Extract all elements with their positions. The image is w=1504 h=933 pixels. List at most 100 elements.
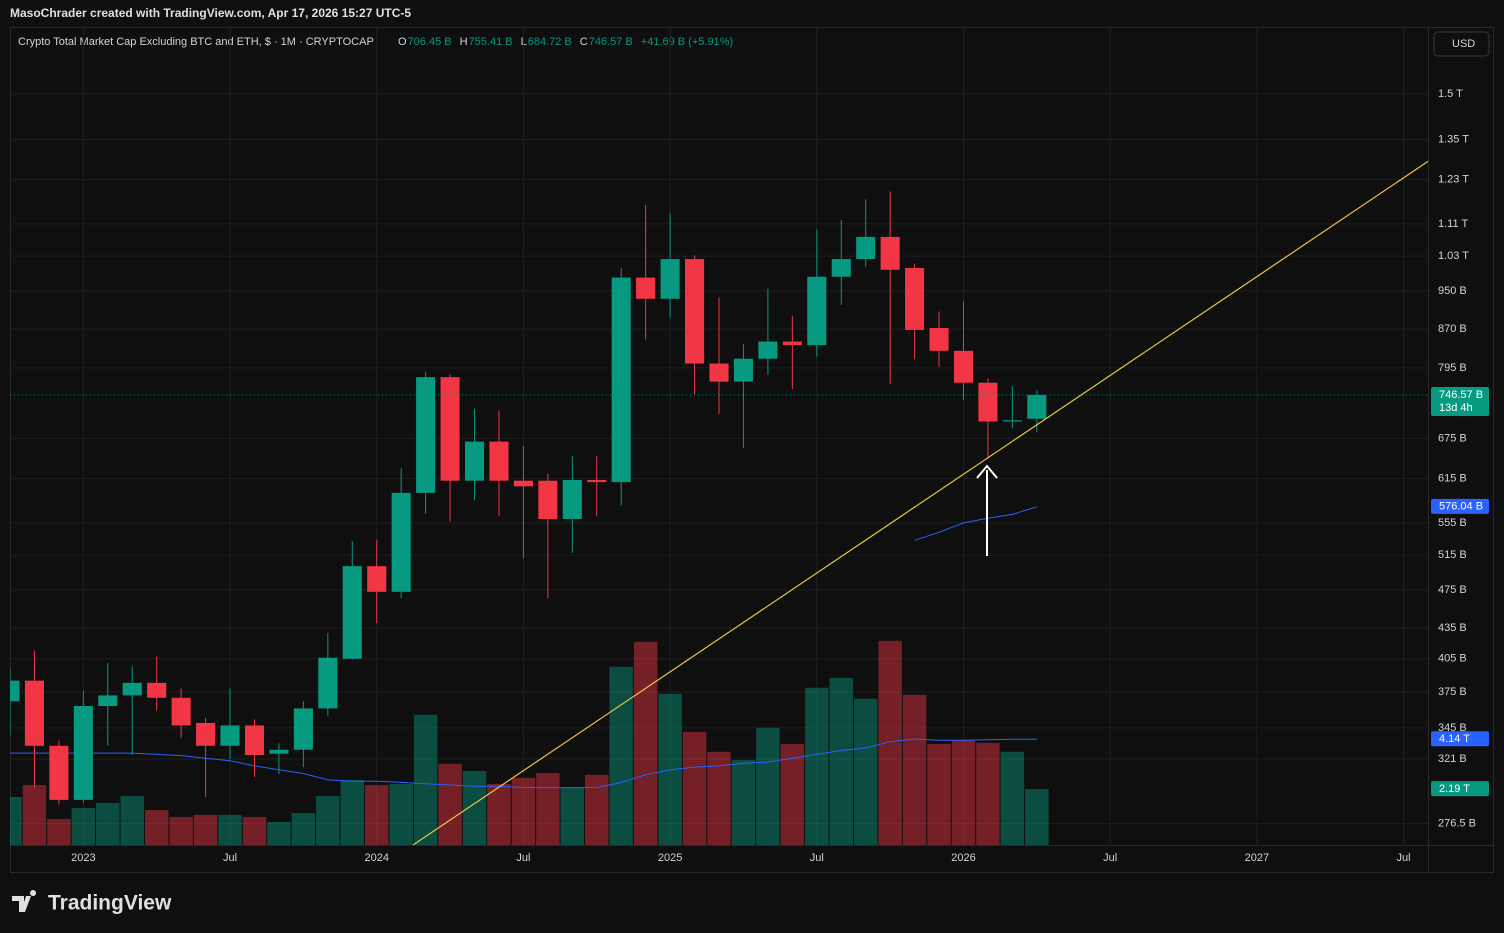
chart-title: Crypto Total Market Cap Excluding BTC an…: [18, 36, 374, 48]
volume-bar: [193, 814, 218, 845]
volume-bar: [951, 739, 976, 845]
volume-bar: [805, 687, 829, 845]
candle-body: [98, 695, 118, 706]
volume-bar: [976, 742, 1000, 845]
x-tick-label: 2026: [951, 852, 975, 864]
x-tick-label: 2025: [658, 852, 682, 864]
y-tick-label: 1.5 T: [1438, 88, 1463, 100]
legend-value: 684.72 B: [528, 36, 572, 48]
axes: 1.5 T 1.35 T 1.23 T 1.11 T 1.03 T 950 B 870 B 7…: [71, 88, 1489, 864]
candle-body: [269, 749, 289, 754]
currency-button-label[interactable]: USD: [1452, 38, 1475, 50]
y-tick-label: 615 B: [1438, 472, 1467, 484]
volume-bar: [536, 773, 560, 845]
candle-body: [10, 680, 20, 702]
drawings: [412, 160, 1428, 845]
attribution: MasoChrader created with TradingView.com…: [10, 6, 411, 20]
volume-bar: [609, 666, 633, 845]
candle-body: [953, 350, 974, 383]
candle-body: [782, 341, 802, 346]
y-tick-label: 795 B: [1438, 362, 1467, 374]
volume-bar: [853, 698, 878, 845]
legend-value: 706.45 B: [408, 36, 452, 48]
volume-bar: [585, 774, 609, 845]
volume-bar: [438, 763, 462, 845]
volume-bar: [707, 751, 731, 845]
volume-bar: [462, 770, 487, 845]
x-tick-label: Jul: [223, 852, 237, 864]
candle-body: [391, 492, 411, 592]
volume-bar: [340, 779, 364, 845]
y-tick-label: 515 B: [1438, 549, 1467, 561]
volume-bar: [780, 743, 805, 845]
legend-key: H: [460, 36, 468, 48]
candle-body: [831, 259, 851, 277]
grid: [10, 28, 1428, 845]
candle-body: [49, 745, 69, 800]
x-tick-label: Jul: [516, 852, 530, 864]
candle-body: [244, 725, 265, 756]
candle-body: [416, 377, 436, 493]
candle-body: [636, 277, 656, 299]
candle-body: [611, 277, 631, 483]
logo-mark: [12, 890, 37, 912]
volume-bar: [927, 743, 951, 845]
y-tick-label: 870 B: [1438, 323, 1467, 335]
legend-change: +41.69 B (+5.91%): [641, 36, 733, 48]
moving-average-label: 576.04 B: [1439, 501, 1483, 513]
volume-bar: [682, 731, 707, 845]
volume-bar: [96, 802, 120, 845]
volume-bar: [242, 816, 267, 845]
volume-bar: [878, 640, 902, 845]
candle-body: [171, 697, 191, 726]
y-tick-label: 1.11 T: [1438, 218, 1468, 230]
volume-bar: [731, 759, 756, 845]
legend-value: 746.57 B: [589, 36, 633, 48]
volume-bar: [365, 785, 389, 845]
volume-pane: [10, 640, 1049, 845]
candle-body: [733, 358, 753, 382]
x-tick-label: 2027: [1245, 852, 1269, 864]
moving-average-line: [914, 506, 1037, 541]
volume-bar: [144, 810, 169, 845]
volume-bar: [22, 785, 47, 845]
candle-body: [318, 657, 338, 709]
volume-bar: [511, 777, 536, 845]
volume-label: 2.19 T: [1439, 783, 1470, 795]
candle-body: [929, 327, 949, 351]
volume-bar: [487, 783, 511, 845]
countdown-label: 13d 4h: [1439, 402, 1473, 414]
legend-value: 755.41 B: [469, 36, 513, 48]
volume-bar: [1025, 789, 1049, 845]
volume-bar: [169, 816, 193, 845]
volume-bar: [829, 677, 853, 845]
candle-body: [562, 479, 582, 519]
volume-ma-line: [10, 738, 1037, 789]
currency-button[interactable]: [1433, 31, 1490, 57]
legend-key: O: [398, 36, 407, 48]
candle-body: [196, 722, 216, 746]
candle-body: [856, 236, 876, 260]
volume-bar: [389, 783, 413, 845]
candle-body: [758, 341, 778, 359]
volume-ma-box: [1431, 731, 1489, 747]
candle-body: [293, 708, 313, 750]
y-tick-label: 405 B: [1438, 653, 1467, 665]
trend-line: [412, 160, 1428, 845]
y-tick-label: 321 B: [1438, 753, 1467, 765]
volume-bar: [902, 694, 927, 845]
candle-body: [513, 480, 533, 487]
volume-bar: [560, 787, 585, 845]
legend-key: C: [580, 36, 588, 48]
y-tick-label: 1.03 T: [1438, 250, 1469, 262]
volume-bar: [413, 714, 438, 845]
volume-box: [1431, 781, 1489, 797]
x-tick-label: Jul: [1103, 852, 1117, 864]
volume-bar: [756, 727, 780, 845]
logo-text: TradingView: [48, 892, 172, 915]
candle-body: [122, 682, 142, 696]
candle-body: [880, 236, 900, 270]
